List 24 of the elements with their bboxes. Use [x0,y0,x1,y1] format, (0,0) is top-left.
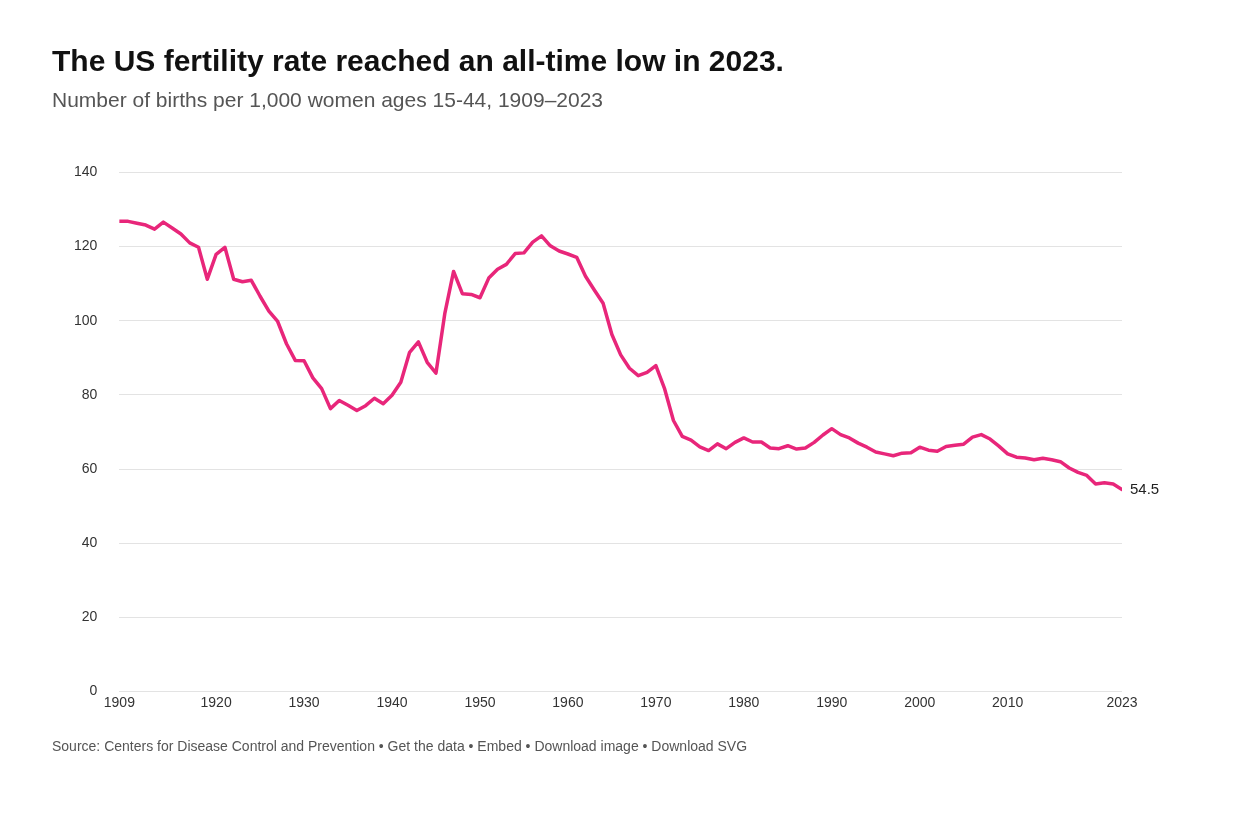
y-tick-label: 120 [74,237,98,254]
chart-subtitle: Number of births per 1,000 women ages 15-44, 1909–2023 [52,88,605,112]
x-tick-label: 2000 [904,693,936,710]
x-tick-label: 2010 [992,693,1024,710]
annotation: 54.5 [1130,479,1160,497]
x-tick-label: 1960 [552,693,584,710]
x-tick-label: 1980 [728,693,760,710]
x-tick-label: 1970 [640,693,672,710]
x-tick-label: 2023 [1106,693,1138,710]
y-tick-label: 80 [81,385,98,402]
y-tick-label: 140 [74,163,98,180]
x-tick-label: 1990 [816,693,848,710]
source-note: Source: Centers for Disease Control and Prevention • Get the data • Embed • Download image • Download SVG [52,738,749,754]
y-tick-label: 100 [74,311,98,328]
x-tick-label: 1909 [103,693,136,710]
y-tick-label: 0 [89,682,98,699]
x-tick-label: 1950 [464,693,496,710]
y-tick-label: 40 [81,534,98,551]
x-tick-label: 1940 [376,693,408,710]
y-tick-label: 60 [81,459,98,476]
y-tick-label: 20 [81,608,98,625]
x-tick-label: 1930 [288,693,320,710]
x-tick-label: 1920 [200,693,232,710]
chart-title: The US fertility rate reached an all-time low in 2023. [52,43,785,78]
